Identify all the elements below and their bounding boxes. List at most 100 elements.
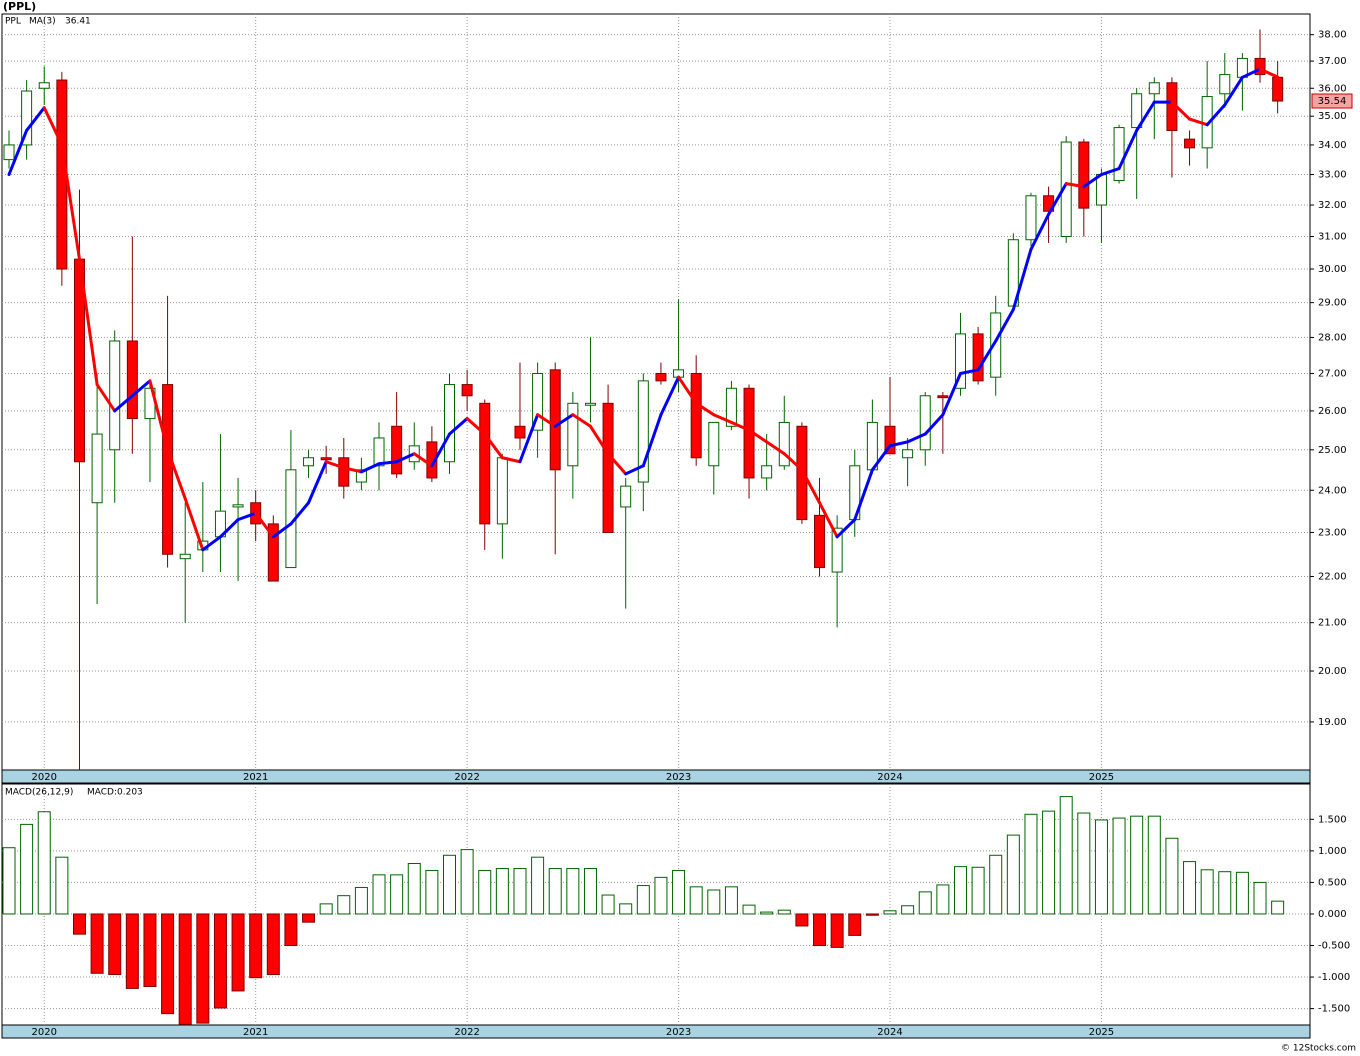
macd-bar [108, 913, 122, 976]
ma-line [430, 432, 451, 468]
macd-bar [443, 854, 456, 915]
ma-line [1135, 100, 1156, 132]
ma-line [1188, 117, 1209, 127]
ma-line [1117, 128, 1139, 171]
macd-bar [636, 885, 650, 915]
ma-line [659, 375, 681, 417]
macd-bar [654, 876, 668, 915]
y-tick-label: 23.00 [1318, 527, 1347, 538]
macd-bar [1271, 900, 1285, 915]
macd-bar [37, 811, 51, 915]
macd-bar [425, 869, 439, 915]
ma-line [588, 424, 610, 456]
ma-line [412, 452, 434, 468]
candle-body [21, 90, 33, 146]
ma-line [236, 511, 258, 522]
macd-bar [619, 903, 633, 915]
footer: © 12Stocks.com [1281, 1044, 1356, 1054]
ma-line [500, 456, 522, 464]
ma-line [1082, 173, 1103, 189]
ma-line [25, 106, 46, 132]
ma-line [201, 535, 222, 552]
macd-bar [971, 866, 985, 915]
macd-bar [760, 911, 774, 915]
candle-body [761, 465, 773, 479]
ma-line [677, 375, 698, 405]
candle-body [355, 469, 367, 483]
x-tick-label: 2020 [32, 772, 57, 783]
macd-bar [407, 862, 421, 915]
candle-body [1131, 93, 1143, 129]
candle-body [232, 504, 244, 508]
macd-bar [1042, 810, 1056, 915]
ma-line [1205, 103, 1227, 127]
macd-bar [337, 895, 351, 915]
ma-line [271, 522, 293, 539]
candle-body [1219, 74, 1231, 95]
x-tick-label: 2022 [454, 1027, 479, 1038]
macd-bar [883, 910, 897, 915]
candle-body [1095, 174, 1107, 206]
macd-value: 0.203 [117, 788, 143, 798]
ma-line [307, 460, 328, 505]
macd-bar [953, 866, 967, 915]
y-tick-label: 35.00 [1318, 111, 1347, 122]
candle-body [902, 449, 914, 459]
ma-line [183, 497, 205, 552]
ma-line [60, 143, 81, 261]
y-tick-label: 1.000 [1318, 846, 1347, 857]
ma-line [166, 448, 187, 501]
ma-line [465, 417, 487, 436]
ma-line [782, 452, 804, 472]
ma-line [1223, 75, 1244, 107]
ma-line [800, 468, 822, 505]
candle-body [496, 457, 508, 525]
ma-line [976, 339, 998, 372]
x-tick-label: 2024 [877, 1027, 902, 1038]
macd-title: MACD(26,12,9) [5, 788, 73, 798]
y-tick-label: 28.00 [1318, 332, 1347, 343]
ma-line [342, 466, 363, 474]
candle-body [179, 553, 191, 560]
macd-bar [813, 913, 827, 947]
macd-bar [548, 868, 562, 915]
y-tick-label: 25.00 [1318, 445, 1347, 456]
ma-line [1099, 167, 1121, 177]
candle-body [725, 387, 737, 427]
ma-line [888, 440, 910, 448]
candle-body [919, 395, 931, 451]
y-tick-label: -0.500 [1318, 941, 1350, 952]
ma-line [218, 518, 240, 539]
ma-line [377, 460, 399, 466]
candle-body [972, 333, 984, 382]
candle-body [1254, 57, 1266, 76]
macd-bar [848, 913, 862, 936]
y-tick-label: 33.00 [1318, 170, 1347, 181]
macd-bar [319, 903, 333, 915]
candle-body [303, 457, 315, 467]
legend-symbol: PPL [5, 17, 21, 27]
y-tick-label: 29.00 [1318, 298, 1347, 309]
candle-body [320, 457, 332, 461]
macd-bar [583, 868, 597, 915]
y-tick-label: 34.00 [1318, 140, 1347, 151]
macd-bar [478, 869, 492, 915]
ma-line [289, 501, 311, 526]
macd-bar [20, 823, 34, 915]
ma-line [712, 413, 733, 424]
ma-line [42, 106, 64, 147]
ma-line [395, 452, 416, 464]
ma-line [148, 379, 170, 452]
macd-bar [354, 886, 368, 915]
candle-body [1272, 76, 1284, 102]
candle-body [479, 402, 491, 525]
legend-ma-value: 36.41 [65, 17, 91, 27]
candle-body [1113, 127, 1125, 182]
chart-title: (PPL) [3, 0, 36, 13]
macd-bar [284, 913, 298, 947]
ma-line [1258, 67, 1280, 79]
macd-bar [161, 913, 175, 1015]
candle-body [708, 421, 720, 467]
macd-bar [724, 886, 738, 915]
macd-bar [390, 874, 404, 915]
